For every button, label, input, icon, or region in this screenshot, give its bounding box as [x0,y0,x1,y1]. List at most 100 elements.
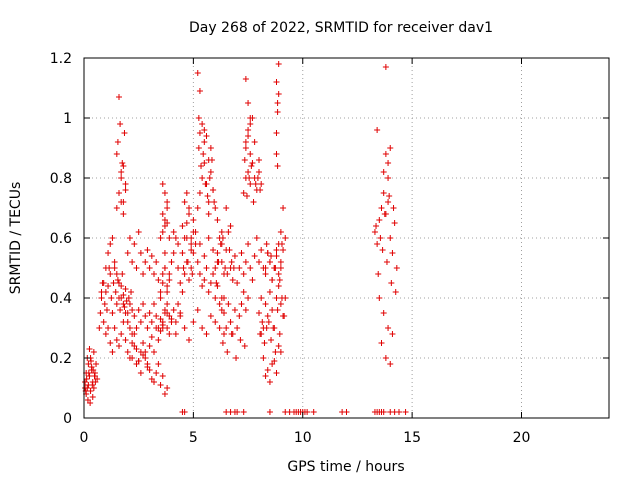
data-point [241,343,248,349]
data-point [210,187,217,193]
data-point [212,319,219,325]
data-point [137,319,144,325]
data-point [177,280,184,286]
data-point [129,355,136,361]
data-point [148,376,155,382]
data-point [234,409,241,415]
data-point [218,295,225,301]
data-point [148,334,155,340]
data-point [153,259,160,265]
data-point [214,217,221,223]
data-point [242,76,249,82]
data-point [276,331,283,337]
data-point [172,331,179,337]
data-point [102,265,109,271]
data-point [113,205,120,211]
data-point [215,259,222,265]
data-point [122,337,129,343]
data-point [137,370,144,376]
data-point [249,160,256,166]
data-point [196,271,203,277]
data-point [402,409,409,415]
data-point [113,271,120,277]
data-point [266,289,273,295]
data-point [91,373,98,379]
data-point [231,307,238,313]
data-point [105,325,112,331]
data-point [98,289,105,295]
data-point [164,289,171,295]
data-point [219,235,226,241]
data-point [157,382,164,388]
data-point [380,169,387,175]
data-point [271,358,278,364]
data-point [135,358,142,364]
data-point [242,259,249,265]
data-point [205,235,212,241]
data-point [385,160,392,166]
data-point [86,373,93,379]
data-point [273,253,280,259]
x-tick-label: 0 [80,430,89,446]
data-point [264,313,271,319]
data-point [251,139,258,145]
y-tick-label: 0.8 [50,171,72,187]
data-point [227,319,234,325]
data-point [190,319,197,325]
data-point [263,241,270,247]
data-point [269,277,276,283]
data-point [122,286,129,292]
data-point [273,295,280,301]
data-point [396,409,402,415]
data-point [387,235,394,241]
data-point [153,313,160,319]
data-point [120,163,127,169]
data-point [273,370,280,376]
data-point [116,280,122,286]
data-point [205,199,212,205]
data-point [161,391,168,397]
data-point [381,211,388,217]
data-point [119,160,126,166]
data-point [246,175,253,181]
data-point [144,325,151,331]
data-point [116,94,122,100]
data-point [175,265,182,271]
data-point [126,325,133,331]
data-point [276,277,283,283]
data-point [116,190,122,196]
data-point [101,301,108,307]
data-point [245,127,252,133]
data-point [188,241,195,247]
data-point [224,271,231,277]
y-tick-label: 0.6 [50,231,72,247]
data-point [117,307,124,313]
data-point [210,271,217,277]
data-point [225,229,232,235]
data-point [120,319,127,325]
data-point [247,265,254,271]
data-point [153,370,160,376]
data-point [153,325,160,331]
data-point [245,295,252,301]
data-point [122,310,129,316]
data-point [155,337,162,343]
data-point [223,205,230,211]
data-point [382,64,389,70]
data-point [233,355,240,361]
data-point [378,340,385,346]
data-point [274,307,281,313]
data-point [241,157,248,163]
data-point [224,349,231,355]
data-point [124,349,131,355]
data-point [199,325,206,331]
data-point [118,169,125,175]
data-point [118,199,125,205]
data-point [383,259,390,265]
data-point [188,247,195,253]
data-point [90,367,97,373]
data-point [245,241,252,247]
data-point [200,151,207,157]
data-point [377,235,384,241]
